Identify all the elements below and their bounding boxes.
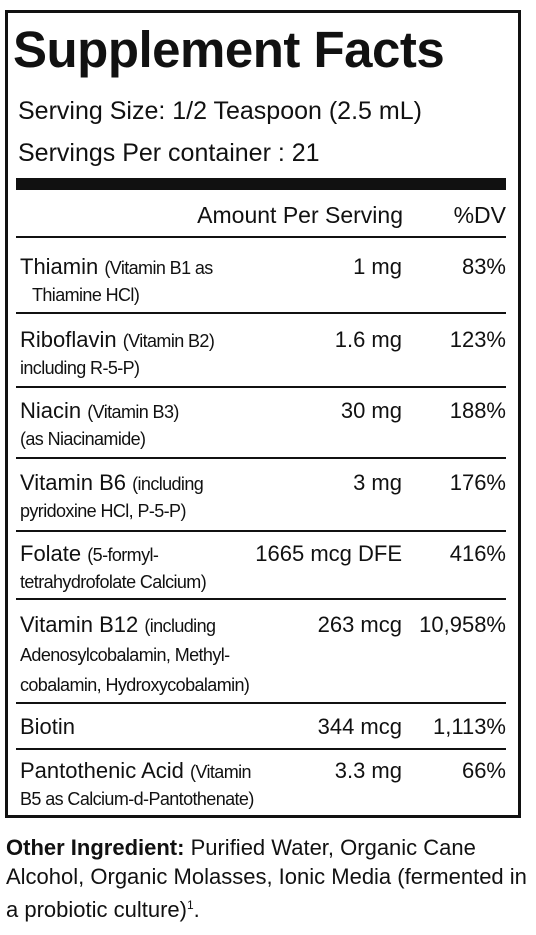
nutrient-detail: including R-5-P) <box>20 358 140 378</box>
other-ingredient-label: Other Ingredient: <box>6 835 185 860</box>
nutrient-detail: cobalamin, Hydroxycobalamin) <box>20 675 250 695</box>
nutrient-name: Thiamin <box>20 254 99 279</box>
nutrient-dv: 83% <box>461 254 506 279</box>
nutrient-detail: (Vitamin B1 as <box>104 258 213 278</box>
nutrient-amount: 263 mcg <box>317 612 402 637</box>
divider <box>16 386 506 388</box>
nutrient-detail: B5 as Calcium-d-Pantothenate) <box>20 789 254 809</box>
divider <box>16 236 506 238</box>
nutrient-amount: 1.6 mg <box>334 327 402 352</box>
thick-divider <box>16 178 506 190</box>
nutrient-detail: (Vitamin <box>190 762 251 782</box>
supplement-facts-panel <box>5 10 521 818</box>
nutrient-name: Biotin <box>20 714 76 739</box>
nutrient-dv: 1,113% <box>433 714 506 739</box>
dv-header: %DV <box>453 202 506 228</box>
nutrient-dv: 10,958% <box>419 612 506 637</box>
footnote-marker: 1 <box>186 898 194 912</box>
nutrient-detail: (as Niacinamide) <box>20 429 146 449</box>
divider <box>16 312 506 314</box>
nutrient-amount: 344 mcg <box>317 714 402 739</box>
divider <box>16 702 506 704</box>
serving-size: Serving Size: 1/2 Teaspoon (2.5 mL) <box>18 97 422 125</box>
nutrient-detail: (including <box>144 616 216 636</box>
other-ingredient: Other Ingredient: Purified Water, Organi… <box>6 833 531 924</box>
divider <box>16 748 506 750</box>
other-ingredient-end: . <box>193 897 200 922</box>
nutrient-detail: (Vitamin B3) <box>87 402 179 422</box>
other-ingredient-text: Purified Water, Organic Cane Alcohol, Or… <box>6 835 527 922</box>
nutrient-dv: 66% <box>461 758 506 783</box>
nutrient-dv: 188% <box>449 398 506 423</box>
nutrient-amount: 3 mg <box>353 470 402 495</box>
nutrient-detail: tetrahydrofolate Calcium) <box>20 572 207 592</box>
nutrient-dv: 123% <box>449 327 506 352</box>
nutrient-amount: 1 mg <box>353 254 402 279</box>
divider <box>16 598 506 600</box>
nutrient-dv: 416% <box>449 541 506 566</box>
nutrient-name: Folate <box>20 541 82 566</box>
amount-per-serving-header: Amount Per Serving <box>197 202 403 228</box>
nutrient-name: Pantothenic Acid <box>20 758 184 783</box>
nutrient-name: Vitamin B12 <box>20 612 139 637</box>
nutrient-detail: (Vitamin B2) <box>122 331 215 351</box>
nutrient-name: Vitamin B6 <box>20 470 126 495</box>
nutrient-name: Niacin <box>20 398 82 423</box>
divider <box>16 457 506 459</box>
nutrient-detail: (including <box>132 474 204 494</box>
panel-title: Supplement Facts <box>13 21 445 78</box>
nutrient-detail: Adenosylcobalamin, Methyl- <box>20 645 230 665</box>
divider <box>16 530 506 532</box>
nutrient-dv: 176% <box>449 470 506 495</box>
nutrient-amount: 1665 mcg DFE <box>255 541 402 566</box>
servings-per-container: Servings Per container : 21 <box>18 139 320 167</box>
nutrient-detail: (5-formyl- <box>87 545 159 565</box>
nutrient-detail: Thiamine HCl) <box>32 285 140 305</box>
nutrient-amount: 3.3 mg <box>334 758 402 783</box>
nutrient-name: Riboflavin <box>20 327 117 352</box>
nutrient-detail: pyridoxine HCl, P-5-P) <box>20 501 186 521</box>
nutrient-amount: 30 mg <box>340 398 402 423</box>
